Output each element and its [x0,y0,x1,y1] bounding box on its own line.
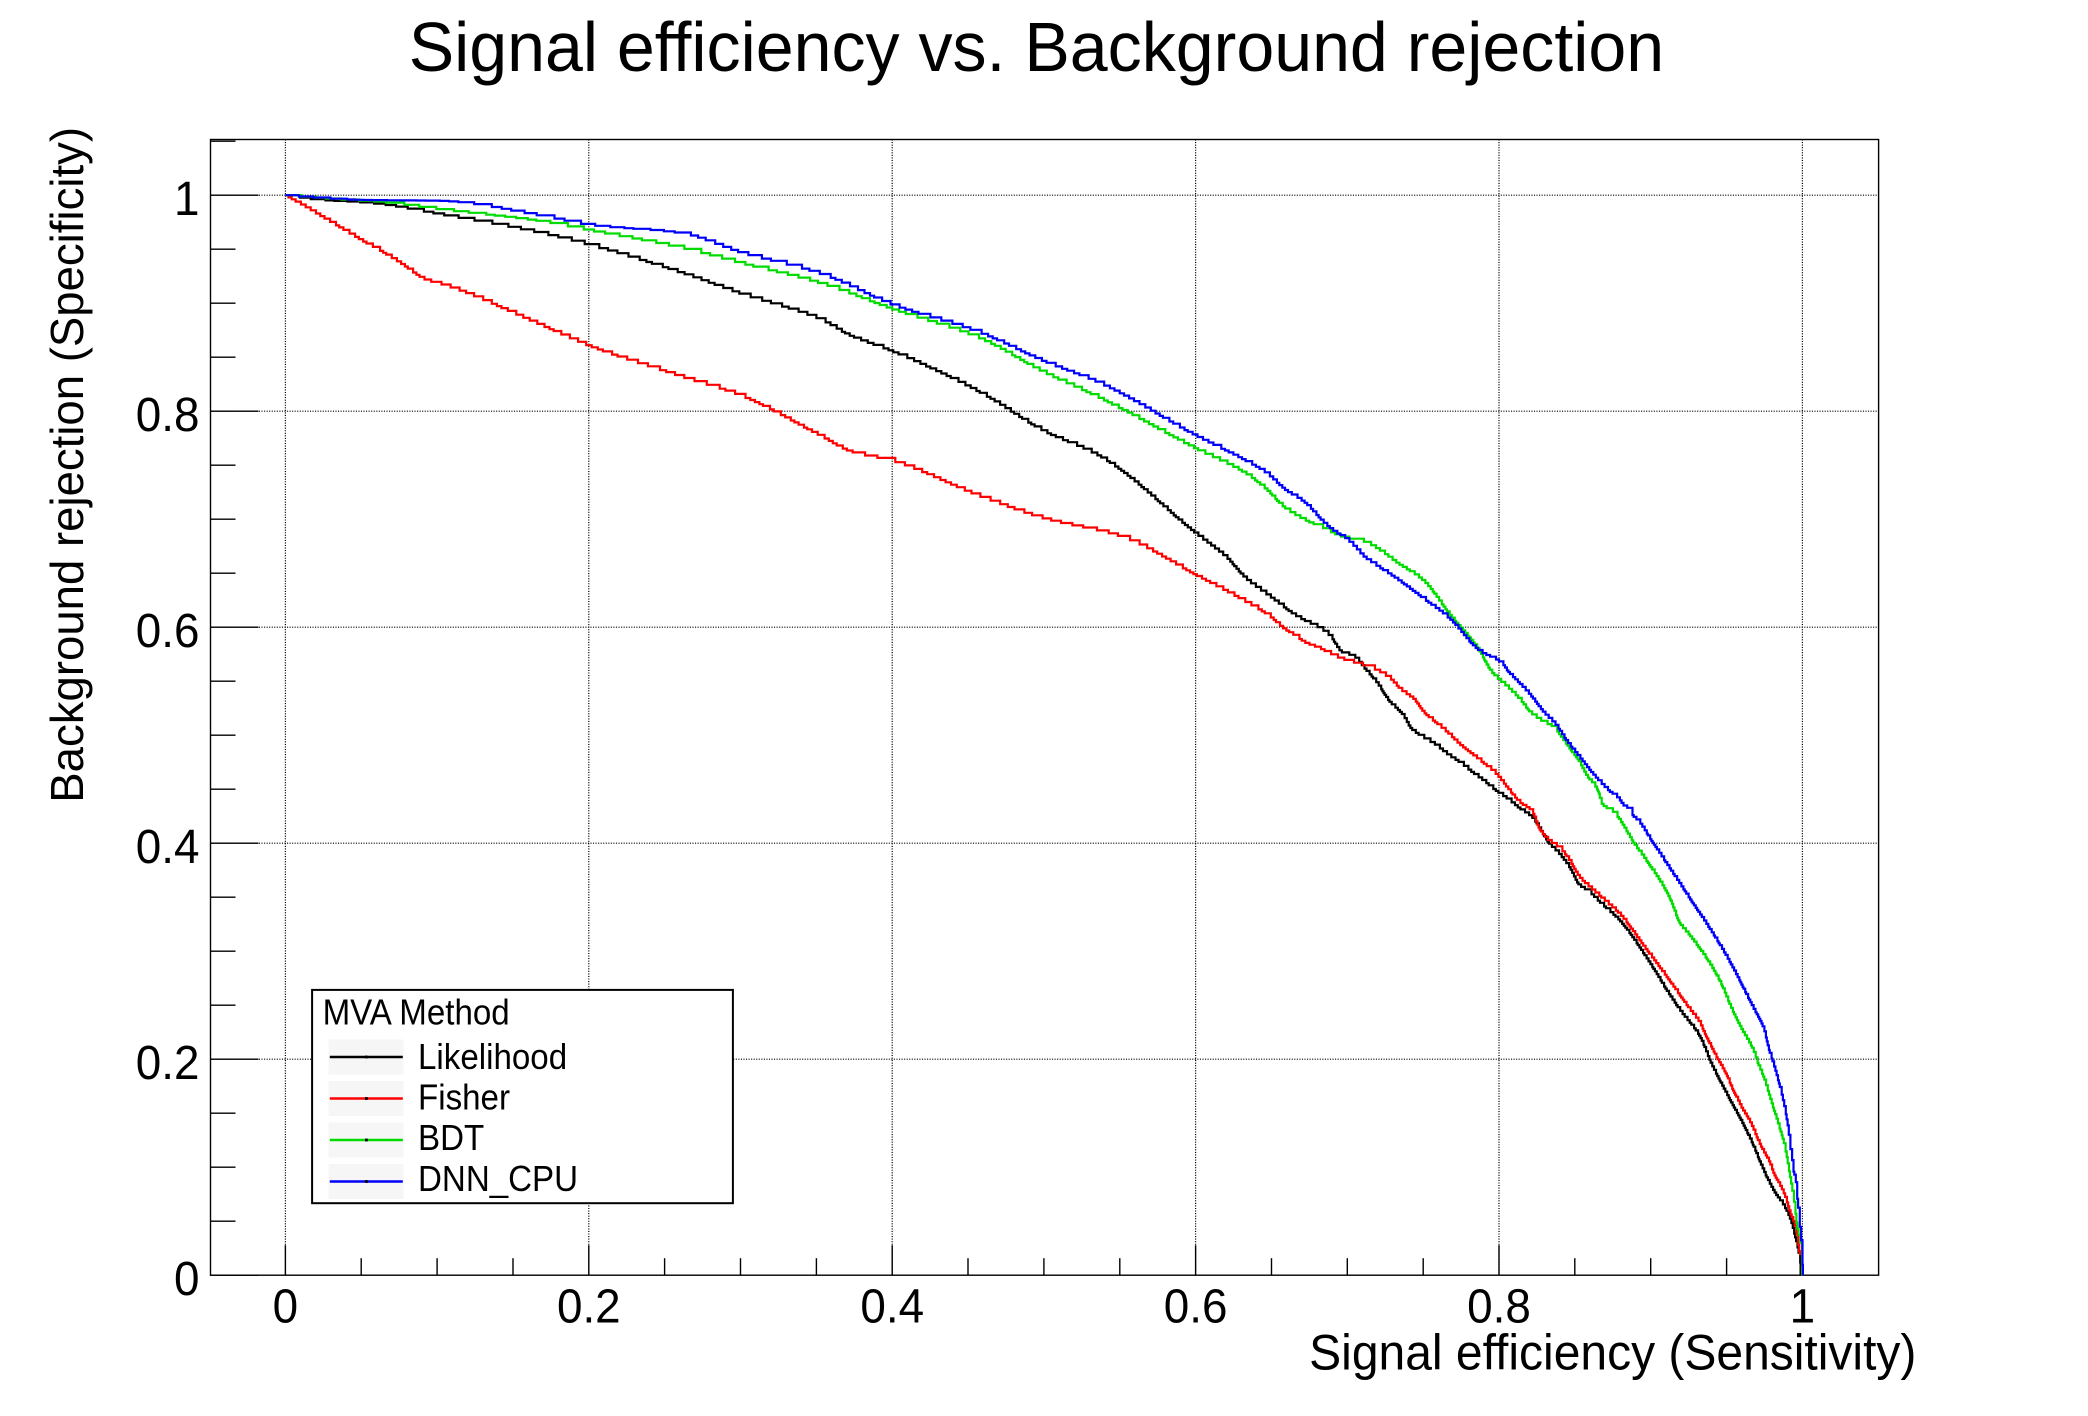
svg-text:0.8: 0.8 [136,388,200,441]
svg-text:MVA Method: MVA Method [323,993,510,1033]
svg-text:Fisher: Fisher [418,1078,510,1118]
svg-text:0.8: 0.8 [1467,1279,1531,1332]
svg-text:Signal efficiency vs. Backgrou: Signal efficiency vs. Background rejecti… [409,7,1664,86]
svg-text:0: 0 [273,1279,299,1332]
svg-text:DNN_CPU: DNN_CPU [418,1160,578,1200]
svg-text:0.2: 0.2 [557,1279,621,1332]
svg-text:Background rejection (Specific: Background rejection (Specificity) [42,127,93,803]
svg-text:Likelihood: Likelihood [418,1038,567,1078]
svg-text:0.2: 0.2 [136,1036,200,1089]
svg-text:0.4: 0.4 [136,820,200,873]
svg-text:1: 1 [1790,1279,1816,1332]
svg-text:0.6: 0.6 [1164,1279,1228,1332]
svg-text:Signal efficiency (Sensitivity: Signal efficiency (Sensitivity) [1309,1325,1916,1380]
svg-text:BDT: BDT [418,1119,484,1159]
svg-text:1: 1 [174,172,200,225]
svg-text:0: 0 [174,1252,200,1305]
svg-text:0.4: 0.4 [860,1279,924,1332]
svg-text:0.6: 0.6 [136,604,200,657]
